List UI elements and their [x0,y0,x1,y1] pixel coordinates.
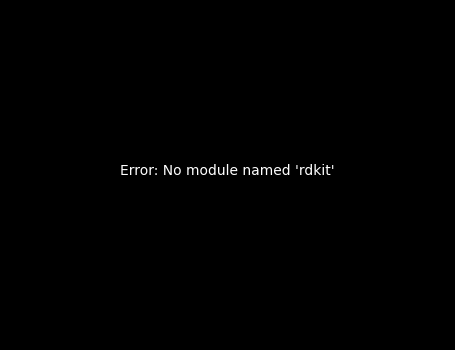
Text: Error: No module named 'rdkit': Error: No module named 'rdkit' [120,164,335,178]
